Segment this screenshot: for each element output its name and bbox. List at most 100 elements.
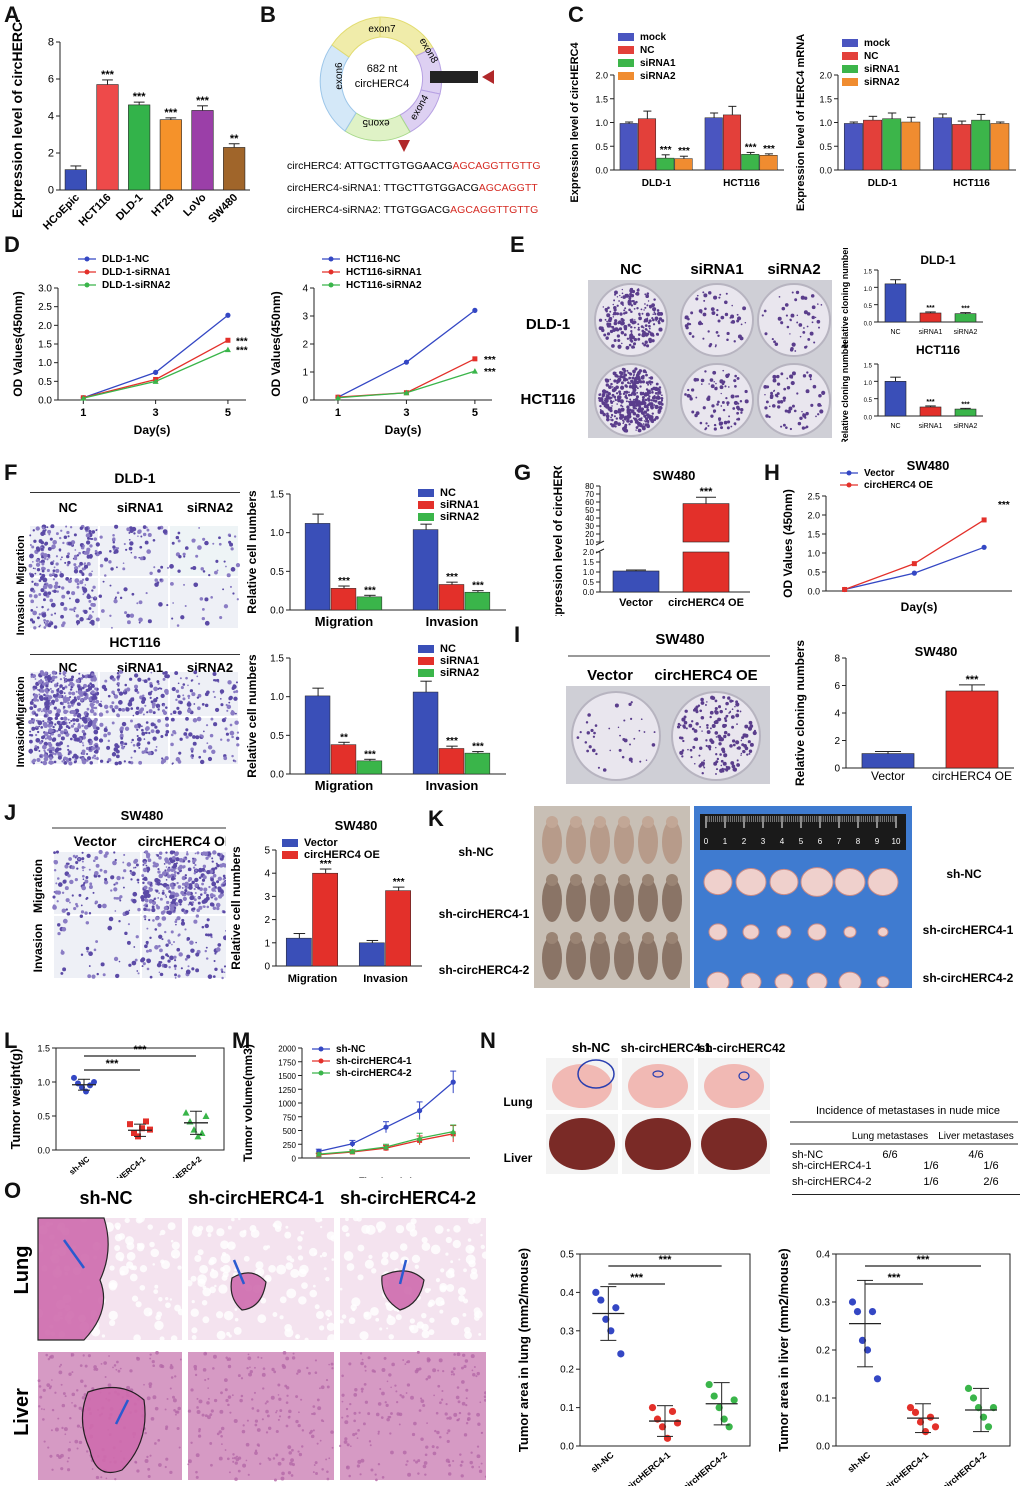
cell <box>87 537 90 540</box>
colony <box>791 342 796 347</box>
cell <box>129 677 133 681</box>
colony <box>639 392 643 396</box>
colony <box>707 330 710 333</box>
x-tick-label: NC <box>890 423 900 430</box>
colony <box>652 323 656 326</box>
cell <box>145 940 149 945</box>
colony <box>618 390 622 394</box>
panel-letter-o: O <box>4 1178 22 1203</box>
colony <box>633 307 636 310</box>
colony <box>612 316 615 318</box>
tissue-detail <box>356 1464 361 1468</box>
cell <box>164 733 168 737</box>
tissue-detail <box>279 1315 284 1320</box>
cell <box>80 953 84 956</box>
colony <box>613 339 617 343</box>
cell <box>113 887 118 892</box>
colony <box>734 705 736 708</box>
y-tick-label: 0.1 <box>560 1403 574 1414</box>
tissue-detail <box>153 1289 159 1295</box>
tissue-detail <box>275 1411 278 1414</box>
colony <box>727 420 731 424</box>
colony <box>642 330 646 334</box>
cell <box>117 691 120 693</box>
significance-label: *** <box>164 107 178 119</box>
cell <box>224 930 226 932</box>
tissue-detail <box>270 1395 275 1400</box>
cell <box>122 567 126 571</box>
ruler-label: 5 <box>799 837 804 846</box>
cell <box>140 707 144 712</box>
cell <box>155 916 160 921</box>
colony <box>624 293 630 298</box>
cell <box>109 584 112 587</box>
cell <box>60 730 65 735</box>
colony <box>614 398 617 400</box>
significance-label: *** <box>678 146 690 157</box>
colony <box>630 701 633 704</box>
colony <box>625 396 629 400</box>
tissue-detail <box>221 1251 227 1257</box>
colony <box>703 759 706 762</box>
colony <box>714 731 719 735</box>
cell <box>82 749 86 753</box>
cell <box>149 884 152 887</box>
cell <box>178 751 182 755</box>
cell <box>56 720 61 725</box>
x-axis-label: Day(s) <box>901 600 938 614</box>
cell <box>202 749 207 753</box>
cell <box>206 893 209 897</box>
colony <box>718 717 722 721</box>
cell <box>94 717 98 722</box>
colony <box>789 427 793 431</box>
tissue-detail <box>377 1463 381 1466</box>
colony <box>790 381 795 386</box>
colony <box>644 398 648 402</box>
colony <box>786 377 789 380</box>
cell <box>39 696 44 702</box>
colony <box>715 344 717 347</box>
colony <box>628 757 633 762</box>
cell <box>202 864 207 869</box>
cell <box>54 698 59 703</box>
colony <box>765 414 769 418</box>
tissue-detail <box>266 1400 269 1403</box>
cell <box>170 717 175 722</box>
cell <box>204 923 209 929</box>
cell <box>141 874 145 878</box>
colony <box>611 388 616 393</box>
significance-label: *** <box>320 859 332 870</box>
cell <box>49 537 53 541</box>
tissue-detail <box>352 1215 359 1222</box>
cell <box>172 602 175 604</box>
colony <box>716 757 720 761</box>
x-tick-label: HCoEpic <box>41 192 82 230</box>
cell <box>171 943 173 946</box>
cell <box>89 708 95 714</box>
colony <box>729 710 732 713</box>
tissue-detail <box>250 1229 260 1238</box>
colony <box>749 742 754 747</box>
tissue-detail <box>373 1370 376 1373</box>
cell <box>95 529 98 532</box>
y-tick-label: 0.0 <box>819 166 832 176</box>
colony <box>687 748 689 751</box>
cell <box>43 557 47 560</box>
colony <box>606 332 611 336</box>
cell <box>115 749 120 754</box>
cell <box>154 748 158 752</box>
y-tick-label: 1.5 <box>807 530 820 540</box>
cell <box>139 545 143 549</box>
data-point <box>592 1288 600 1296</box>
cell <box>177 539 181 543</box>
cell <box>174 852 179 857</box>
cell <box>124 742 128 746</box>
y-tick-label: 2.0 <box>595 71 608 81</box>
cell <box>118 700 123 705</box>
colony <box>613 415 616 418</box>
tissue-detail <box>136 1214 145 1223</box>
tissue-detail <box>286 1288 297 1299</box>
colony <box>728 415 731 418</box>
colony <box>784 409 788 413</box>
cell <box>79 561 83 566</box>
